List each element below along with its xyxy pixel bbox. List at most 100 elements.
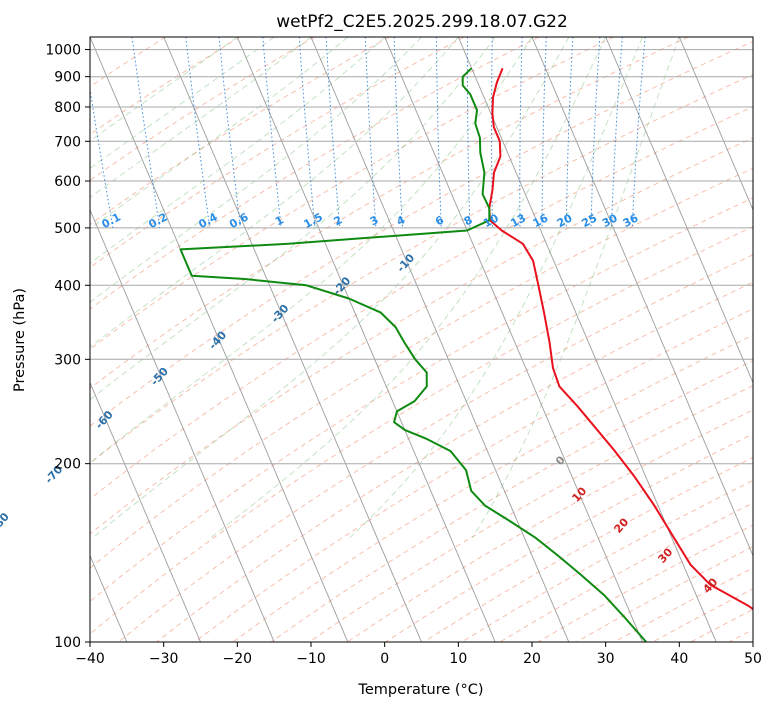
dry-adiabat — [576, 546, 753, 642]
x-tick-label: 30 — [597, 651, 615, 667]
plot-labels: 0.10.20.40.611.52346810131620253036-100-… — [0, 210, 721, 595]
dry-adiabat — [90, 106, 753, 500]
plot-series — [179, 67, 753, 642]
plot-background — [90, 37, 775, 642]
moist-adiabat — [90, 37, 312, 199]
dry-adiabat — [728, 629, 753, 642]
x-tick-label: 20 — [523, 651, 541, 667]
dry-adiabat — [767, 37, 775, 642]
dry-adiabat — [690, 608, 753, 642]
dry-adiabat — [90, 37, 614, 350]
x-axis-title: Temperature (°C) — [357, 682, 483, 698]
mixing-ratio-line — [218, 37, 241, 228]
dry-adiabat — [90, 167, 753, 569]
dry-adiabat — [461, 479, 753, 642]
isotherm — [605, 37, 753, 384]
dry-adiabat — [232, 334, 753, 642]
mixing-ratio-line — [565, 37, 574, 228]
dry-adiabat — [90, 37, 315, 181]
y-tick-label: 200 — [54, 457, 81, 473]
dry-adiabat — [537, 524, 753, 642]
dry-adiabat — [90, 37, 465, 269]
dry-adiabat — [90, 37, 540, 310]
mixing-ratio-label: 25 — [580, 211, 600, 230]
mixing-ratio-line — [131, 37, 161, 228]
mixing-ratio-label: 8 — [462, 213, 475, 228]
moist-adiabat-label: 20 — [611, 515, 631, 535]
mixing-ratio-label: 30 — [600, 211, 620, 230]
x-axis: −40 −30 −20 −10 0 10 20 30 40 50 — [75, 642, 762, 667]
y-tick-label: 600 — [54, 174, 81, 190]
plot-frame — [89, 36, 754, 643]
y-tick-label: 500 — [54, 221, 81, 237]
isotherm — [384, 37, 643, 642]
isotherm-label: -50 — [148, 365, 171, 389]
dry-adiabat — [90, 37, 166, 88]
x-tick-label: 40 — [670, 651, 688, 667]
mixing-ratio-label: 16 — [531, 211, 551, 230]
mixing-ratio-label: 1 — [273, 213, 286, 228]
mixing-ratio-label: 6 — [433, 213, 446, 228]
temperature-profile — [488, 67, 753, 611]
isotherm — [236, 37, 496, 642]
isotherm — [457, 37, 717, 642]
isotherm — [163, 37, 422, 642]
mixing-ratio-label: 36 — [621, 211, 641, 230]
dry-adiabat — [90, 37, 689, 389]
y-tick-label: 100 — [54, 635, 81, 651]
mixing-ratio-label: 13 — [508, 211, 528, 230]
dry-adiabat — [90, 37, 241, 136]
dry-adiabat — [90, 137, 753, 535]
moist-adiabat — [472, 37, 680, 538]
dry-adiabat — [118, 254, 753, 642]
isotherm — [310, 37, 570, 642]
dry-adiabat — [270, 359, 753, 642]
dry-adiabat — [308, 384, 753, 642]
isotherm — [90, 208, 275, 642]
y-tick-label: 900 — [54, 70, 81, 86]
dry-adiabat — [385, 433, 753, 642]
x-tick-label: 0 — [380, 651, 389, 667]
moist-adiabat — [90, 37, 349, 230]
x-tick-label: −30 — [149, 651, 179, 667]
y-tick-label: 300 — [54, 352, 81, 368]
mixing-ratio-label: 20 — [555, 211, 575, 230]
mixing-ratio-label: 2 — [332, 213, 345, 228]
mixing-ratio-label: 10 — [481, 211, 501, 230]
isotherm-label: -80 — [0, 510, 12, 534]
mixing-ratio-line — [298, 37, 316, 228]
x-tick-label: 50 — [744, 651, 762, 667]
y-tick-label: 400 — [54, 278, 81, 294]
moist-adiabat — [349, 37, 643, 539]
moist-adiabat — [90, 37, 238, 142]
x-tick-label: −40 — [75, 651, 105, 667]
dry-adiabat — [90, 40, 753, 427]
isotherm — [90, 381, 201, 642]
isotherm-label: -10 — [394, 251, 417, 275]
y-axis: 100 200 300 400 500 600 700 800 900 1000 — [45, 43, 90, 651]
isotherm — [752, 37, 753, 39]
y-tick-label: 700 — [54, 134, 81, 150]
mixing-ratio-line — [262, 37, 282, 228]
isotherm — [90, 37, 349, 642]
mixing-ratio-line — [519, 37, 523, 228]
mixing-ratio-line — [325, 37, 341, 228]
mixing-ratio-line — [393, 37, 403, 228]
chart-title: wetPf2_C2E5.2025.299.18.07.G22 — [276, 12, 568, 32]
isotherm — [531, 37, 753, 557]
isotherm-label: -60 — [93, 408, 116, 432]
dewpoint-profile — [179, 67, 647, 642]
moist-adiabat-label: 10 — [569, 484, 589, 504]
isotherm — [678, 37, 753, 212]
moist-adiabat-label: 0 — [553, 453, 568, 468]
dry-adiabat — [194, 308, 753, 642]
y-tick-label: 1000 — [45, 43, 81, 59]
x-tick-label: −20 — [223, 651, 253, 667]
x-tick-label: 10 — [449, 651, 467, 667]
mixing-ratio-line — [631, 37, 646, 228]
dry-adiabat — [90, 73, 753, 464]
x-tick-label: −10 — [296, 651, 326, 667]
moist-adiabat-label: 30 — [655, 545, 675, 565]
mixing-ratio-line — [185, 37, 211, 228]
